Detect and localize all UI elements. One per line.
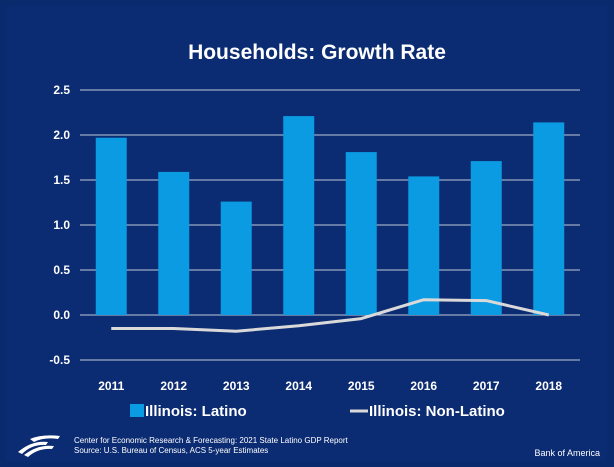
bar [345, 152, 377, 315]
x-tick-label: 2013 [223, 379, 250, 393]
x-tick-label: 2011 [98, 379, 124, 393]
y-tick-label: 2.0 [53, 128, 70, 142]
lines [111, 298, 550, 333]
legend-swatch-bar [130, 404, 144, 417]
chart-frame: Households: Growth Rate -0.5 0.0 0.5 1.0 1.5… [6, 6, 606, 461]
series-line [111, 298, 550, 333]
bar [220, 201, 252, 315]
legend: Illinois: Latino Illinois: Non-Latino [130, 403, 505, 420]
y-tick-label: -0.5 [49, 353, 70, 367]
footer: Center for Economic Research & Forecasti… [6, 430, 606, 461]
bar [408, 176, 440, 315]
bar [470, 161, 502, 315]
bank-of-america-flag-logo-icon [18, 435, 60, 457]
chart-title: Households: Growth Rate [188, 41, 446, 64]
bar [283, 116, 315, 315]
y-tick-label: 0.0 [53, 308, 70, 322]
x-tick-label: 2014 [285, 379, 312, 393]
y-axis: -0.5 0.0 0.5 1.0 1.5 2.0 2.5 [49, 83, 70, 367]
x-tick-label: 2017 [473, 379, 500, 393]
legend-label: Illinois: Non-Latino [369, 403, 505, 420]
y-tick-label: 1.5 [53, 173, 70, 187]
x-tick-label: 2016 [410, 379, 437, 393]
chart: Households: Growth Rate -0.5 0.0 0.5 1.0 1.5… [49, 41, 580, 420]
x-axis: 2011 2012 2013 2014 2015 2016 2017 2018 [98, 379, 562, 393]
bar [533, 122, 565, 316]
x-tick-label: 2015 [348, 379, 375, 393]
x-tick-label: 2012 [160, 379, 187, 393]
bars [95, 116, 565, 316]
source-line-2: Source: U.S. Bureau of Census, ACS 5-yea… [74, 446, 269, 455]
y-tick-label: 0.5 [53, 263, 70, 277]
brand-label: Bank of America [534, 448, 600, 458]
y-tick-label: 2.5 [53, 83, 70, 97]
source-note: Center for Economic Research & Forecasti… [74, 436, 348, 456]
y-tick-label: 1.0 [53, 218, 70, 232]
bar [158, 171, 190, 315]
x-tick-label: 2018 [535, 379, 562, 393]
bar [95, 137, 127, 315]
source-line-1: Center for Economic Research & Forecasti… [74, 436, 348, 445]
legend-label: Illinois: Latino [145, 403, 247, 420]
grid [80, 89, 580, 361]
